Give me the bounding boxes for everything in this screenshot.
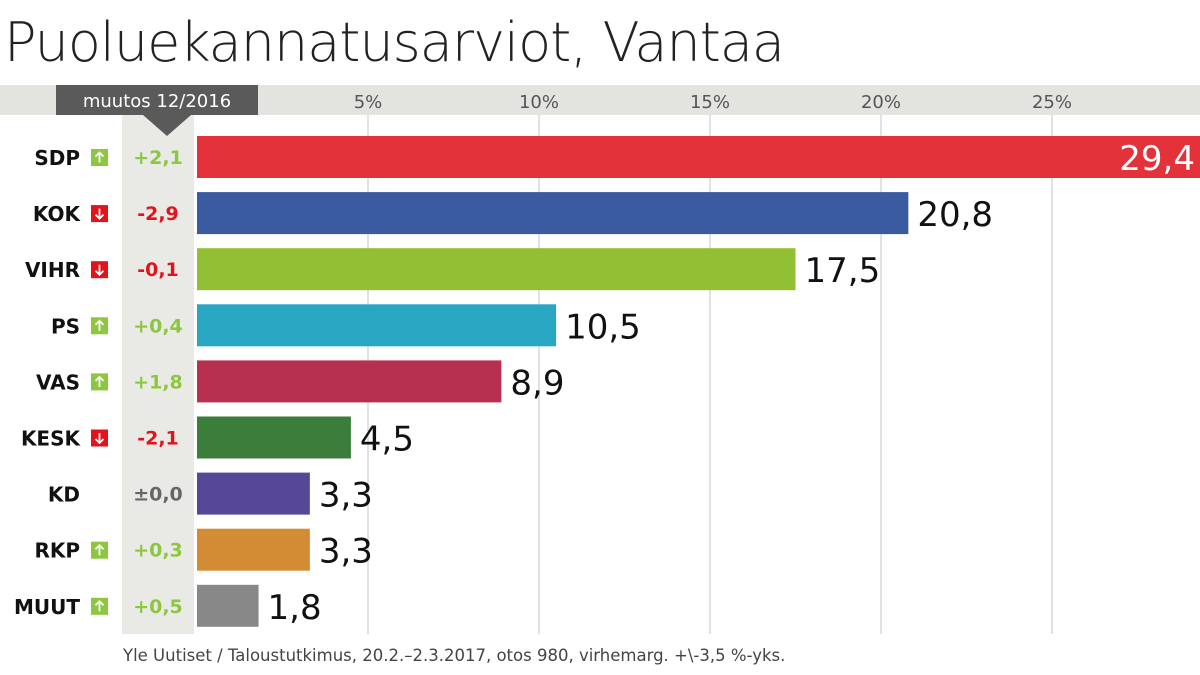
source-note: Yle Uutiset / Taloustutkimus, 20.2.–2.3.… bbox=[123, 646, 786, 665]
value-label: 1,8 bbox=[268, 588, 322, 628]
change-value: +1,8 bbox=[133, 371, 183, 393]
arrow-down-icon bbox=[91, 429, 108, 447]
arrow-up-icon bbox=[91, 373, 108, 391]
party-label: RKP bbox=[34, 539, 80, 563]
arrow-down-icon bbox=[91, 261, 108, 279]
arrow-down-icon bbox=[91, 205, 108, 223]
change-header-label: muutos 12/2016 bbox=[83, 91, 231, 112]
value-label: 10,5 bbox=[565, 307, 641, 347]
value-label: 17,5 bbox=[805, 251, 881, 291]
change-value: -2,9 bbox=[137, 203, 179, 225]
change-value: +0,4 bbox=[133, 315, 183, 337]
party-label: KOK bbox=[33, 202, 82, 226]
bar-kesk bbox=[197, 416, 351, 459]
value-label: 20,8 bbox=[917, 195, 993, 235]
arrow-up-icon bbox=[91, 597, 108, 615]
party-label: SDP bbox=[34, 146, 80, 170]
change-header-box bbox=[56, 85, 258, 115]
bar-vihr bbox=[197, 248, 796, 291]
change-value: +2,1 bbox=[133, 147, 183, 169]
change-column bbox=[122, 115, 194, 634]
value-label: 29,4 bbox=[1119, 139, 1195, 179]
bar-muut bbox=[197, 584, 259, 627]
party-label: KD bbox=[48, 483, 80, 507]
change-value: +0,5 bbox=[133, 596, 183, 618]
value-label: 3,3 bbox=[319, 476, 373, 516]
bar-vas bbox=[197, 360, 502, 403]
x-tick-label: 20% bbox=[861, 92, 901, 113]
value-label: 3,3 bbox=[319, 532, 373, 572]
x-tick-label: 10% bbox=[519, 92, 559, 113]
bar-kd bbox=[197, 472, 310, 515]
change-value: ±0,0 bbox=[133, 484, 183, 506]
x-tick-label: 25% bbox=[1032, 92, 1072, 113]
x-tick-label: 5% bbox=[354, 92, 383, 113]
arrow-up-icon bbox=[91, 317, 108, 335]
party-label: KESK bbox=[21, 427, 82, 451]
bar-sdp bbox=[197, 136, 1200, 178]
change-value: -2,1 bbox=[137, 428, 179, 450]
change-value: +0,3 bbox=[133, 540, 183, 562]
party-label: MUUT bbox=[14, 595, 80, 619]
value-label: 4,5 bbox=[360, 420, 414, 460]
bar-rkp bbox=[197, 528, 310, 571]
bar-kok bbox=[197, 192, 909, 235]
chart-title: Puoluekannatusarviot, Vantaa bbox=[4, 11, 785, 74]
value-label: 8,9 bbox=[510, 363, 564, 403]
party-label: PS bbox=[51, 314, 80, 338]
party-label: VAS bbox=[36, 370, 80, 394]
x-tick-label: 15% bbox=[690, 92, 730, 113]
party-label: VIHR bbox=[25, 258, 80, 282]
bar-ps bbox=[197, 304, 557, 347]
arrow-up-icon bbox=[91, 541, 108, 559]
change-header-pointer bbox=[143, 115, 191, 136]
arrow-up-icon bbox=[91, 149, 108, 166]
change-value: -0,1 bbox=[137, 259, 179, 281]
